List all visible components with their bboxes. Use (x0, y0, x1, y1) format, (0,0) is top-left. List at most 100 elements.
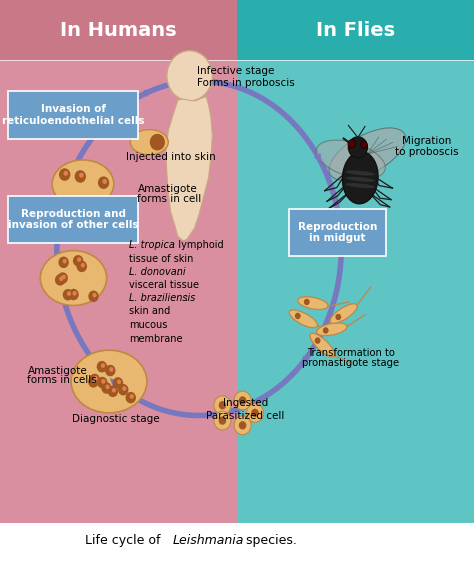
Circle shape (92, 378, 97, 383)
Circle shape (239, 421, 246, 429)
Circle shape (106, 384, 109, 389)
Text: In Humans: In Humans (60, 21, 177, 40)
Circle shape (64, 171, 68, 176)
Text: Forms in proboscis: Forms in proboscis (197, 78, 294, 88)
Text: Invasion of
reticuloendothelial cells: Invasion of reticuloendothelial cells (2, 104, 145, 126)
Bar (0, 0, 237, 523)
Ellipse shape (346, 183, 375, 188)
Text: In Flies: In Flies (316, 21, 395, 40)
Text: tissue of skin: tissue of skin (129, 255, 194, 264)
Text: species.: species. (242, 534, 297, 547)
Circle shape (59, 168, 70, 181)
Circle shape (113, 377, 123, 389)
Text: mucous: mucous (129, 320, 168, 330)
Text: Infective stage: Infective stage (197, 66, 274, 75)
Ellipse shape (289, 310, 318, 328)
Circle shape (67, 291, 71, 296)
Ellipse shape (346, 170, 375, 175)
Bar (237, 0, 474, 523)
Circle shape (88, 291, 99, 302)
Text: membrane: membrane (129, 334, 183, 344)
Circle shape (55, 274, 65, 285)
Circle shape (77, 257, 81, 262)
Circle shape (68, 289, 79, 300)
Circle shape (234, 416, 251, 435)
Text: Injected into skin: Injected into skin (126, 152, 216, 162)
Circle shape (295, 312, 301, 319)
Ellipse shape (330, 303, 357, 324)
Circle shape (122, 386, 127, 391)
Circle shape (336, 314, 341, 320)
Circle shape (167, 51, 212, 101)
Circle shape (92, 293, 97, 297)
Circle shape (234, 391, 251, 410)
Circle shape (73, 255, 83, 266)
Circle shape (90, 374, 100, 385)
Circle shape (59, 277, 64, 281)
Text: to proboscis: to proboscis (395, 147, 458, 157)
Circle shape (58, 257, 69, 268)
Circle shape (348, 139, 356, 148)
Ellipse shape (298, 297, 328, 310)
Text: Diagnostic stage: Diagnostic stage (73, 414, 160, 424)
Circle shape (102, 179, 107, 184)
Circle shape (101, 382, 112, 394)
Circle shape (239, 396, 246, 405)
Text: Leishmania: Leishmania (173, 534, 245, 547)
Text: Parasitized cell: Parasitized cell (206, 410, 285, 420)
Circle shape (315, 337, 320, 344)
Text: Migration: Migration (402, 136, 451, 146)
Circle shape (126, 392, 136, 404)
Ellipse shape (52, 160, 114, 208)
Circle shape (118, 384, 128, 396)
Text: Amastigote: Amastigote (137, 184, 197, 194)
Circle shape (109, 367, 113, 371)
Circle shape (63, 259, 67, 264)
Ellipse shape (346, 177, 375, 182)
Circle shape (105, 365, 116, 377)
Circle shape (323, 327, 328, 334)
Circle shape (361, 141, 367, 148)
Circle shape (97, 361, 107, 373)
Circle shape (101, 379, 105, 384)
Polygon shape (166, 97, 212, 241)
Circle shape (79, 173, 84, 178)
Text: :: : (177, 268, 180, 277)
Circle shape (108, 386, 118, 397)
Circle shape (57, 273, 68, 284)
Text: Ingested: Ingested (223, 398, 268, 409)
Ellipse shape (310, 333, 335, 357)
Circle shape (88, 376, 99, 388)
Circle shape (63, 289, 73, 301)
Circle shape (251, 409, 259, 417)
Ellipse shape (317, 323, 347, 336)
Circle shape (348, 137, 367, 158)
Circle shape (74, 170, 86, 183)
Circle shape (101, 363, 105, 368)
FancyBboxPatch shape (8, 196, 138, 243)
Circle shape (150, 134, 165, 151)
Ellipse shape (71, 350, 147, 413)
Text: Life cycle of: Life cycle of (85, 534, 165, 547)
Circle shape (219, 401, 226, 409)
Text: skin and: skin and (129, 306, 171, 316)
Circle shape (246, 404, 264, 422)
Ellipse shape (342, 152, 378, 204)
Ellipse shape (316, 140, 385, 179)
Text: L. tropica: L. tropica (129, 241, 175, 251)
Ellipse shape (130, 130, 168, 155)
Circle shape (94, 376, 98, 380)
Circle shape (77, 261, 87, 272)
FancyBboxPatch shape (289, 209, 386, 256)
Circle shape (97, 377, 108, 388)
Text: L. braziliensis: L. braziliensis (129, 293, 196, 303)
Circle shape (62, 275, 66, 279)
Text: Reproduction and
invasion of other cells: Reproduction and invasion of other cells (8, 209, 138, 230)
Text: Reproduction
in midgut: Reproduction in midgut (298, 222, 377, 243)
Circle shape (81, 263, 85, 268)
Circle shape (112, 388, 116, 392)
Circle shape (117, 379, 121, 384)
Text: forms in cell: forms in cell (137, 194, 202, 203)
Circle shape (304, 299, 310, 305)
Text: forms in cells: forms in cells (27, 375, 97, 386)
